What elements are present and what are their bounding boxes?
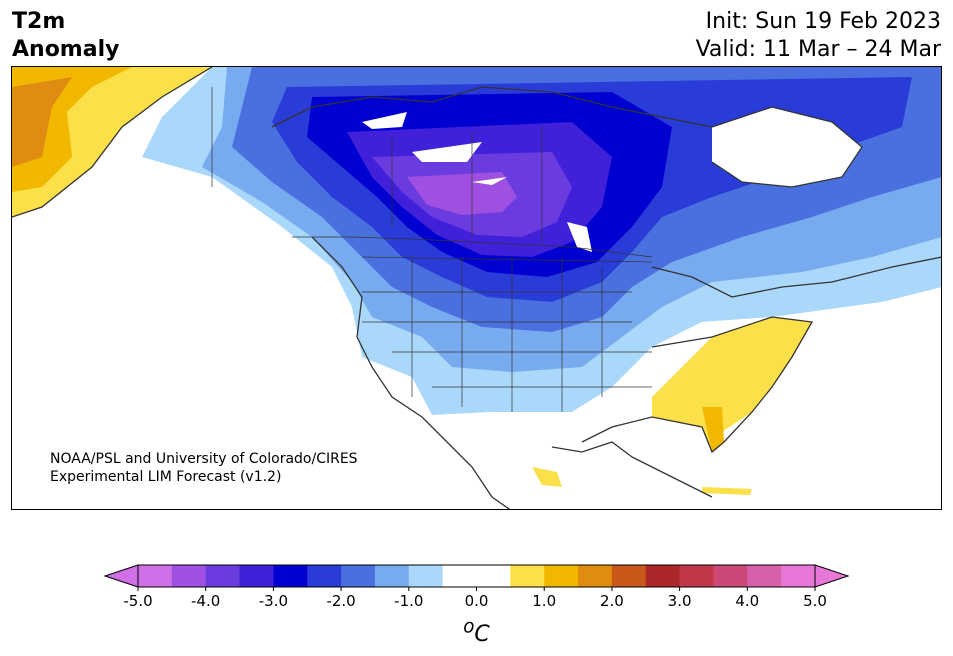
colorbar-swatch — [578, 565, 613, 587]
colorbar-swatch — [239, 565, 274, 587]
colorbar-tick-label: 1.0 — [532, 592, 556, 610]
colorbar-swatch — [611, 565, 647, 587]
forecast-dates: Init: Sun 19 Feb 2023 Valid: 11 Mar – 24… — [696, 8, 941, 64]
lake-shape — [362, 112, 407, 129]
colorbar-tick-label: -2.0 — [326, 592, 355, 610]
colorbar-swatch — [442, 565, 477, 587]
warm-region-alaska-core — [12, 77, 72, 167]
colorbar-swatch — [645, 565, 681, 587]
colorbar-tick-label: 4.0 — [735, 592, 759, 610]
colorbar-tick-label: -1.0 — [394, 592, 423, 610]
colorbar-tick-label: -3.0 — [259, 592, 288, 610]
warm-region-mexico — [532, 467, 562, 487]
valid-range: Valid: 11 Mar – 24 Mar — [695, 37, 941, 62]
colorbar-swatch — [138, 565, 173, 587]
colorbar-tick-label: 5.0 — [803, 592, 827, 610]
title-variable: T2m — [12, 9, 66, 34]
colorbar-swatch — [713, 565, 748, 587]
anomaly-map: NOAA/PSL and University of Colorado/CIRE… — [11, 66, 942, 510]
colorbar-swatch — [408, 565, 444, 587]
colorbar-swatch — [307, 565, 342, 587]
colorbar-swatch — [341, 565, 376, 587]
colorbar: -5.0 -4.0 -3.0 -2.0 -1.0 0.0 1.0 2.0 3.0 4.0 5.0 o… — [0, 560, 953, 656]
colorbar-tick-label: -5.0 — [123, 592, 152, 610]
colorbar-swatch — [374, 565, 410, 587]
colorbar-swatch — [510, 565, 545, 587]
colorbar-tick-label: 3.0 — [668, 592, 692, 610]
colorbar-tick-label: 0.0 — [465, 592, 489, 610]
warm-region-florida — [702, 407, 724, 452]
colorbar-tick-label: 2.0 — [600, 592, 624, 610]
colorbar-swatch — [544, 565, 579, 587]
lake-shape — [472, 177, 507, 185]
colorbar-arrow-high — [814, 564, 850, 588]
neutral-north-atlantic — [712, 107, 862, 187]
colorbar-unit: oC — [0, 617, 953, 647]
colorbar-swatch — [679, 565, 714, 587]
colorbar-canvas: -5.0 -4.0 -3.0 -2.0 -1.0 0.0 1.0 2.0 3.0 4.0 5.0 — [103, 564, 850, 610]
colorbar-swatch — [171, 565, 207, 587]
credit-line-2: Experimental LIM Forecast (v1.2) — [50, 469, 282, 485]
lake-shape — [567, 222, 592, 252]
political-borders — [211, 87, 653, 412]
credit-line-1: NOAA/PSL and University of Colorado/CIRE… — [50, 451, 358, 467]
colorbar-swatch — [747, 565, 782, 587]
map-canvas — [12, 67, 941, 509]
init-date: Init: Sun 19 Feb 2023 — [705, 9, 941, 34]
map-title: T2m Anomaly — [12, 8, 119, 64]
unit-label: oC — [463, 617, 490, 648]
warm-region-southeast — [652, 317, 812, 452]
lake-shape — [412, 142, 482, 162]
colorbar-tick-label: -4.0 — [191, 592, 220, 610]
title-type: Anomaly — [12, 37, 120, 62]
coastlines — [12, 67, 941, 509]
colorbar-swatch — [781, 565, 816, 587]
colorbar-swatch — [273, 565, 308, 587]
warm-region-cuba — [702, 487, 752, 495]
colorbar-swatch — [205, 565, 241, 587]
forecast-credit: NOAA/PSL and University of Colorado/CIRE… — [50, 450, 358, 486]
colorbar-arrow-low — [103, 564, 139, 588]
colorbar-swatch — [476, 565, 511, 587]
